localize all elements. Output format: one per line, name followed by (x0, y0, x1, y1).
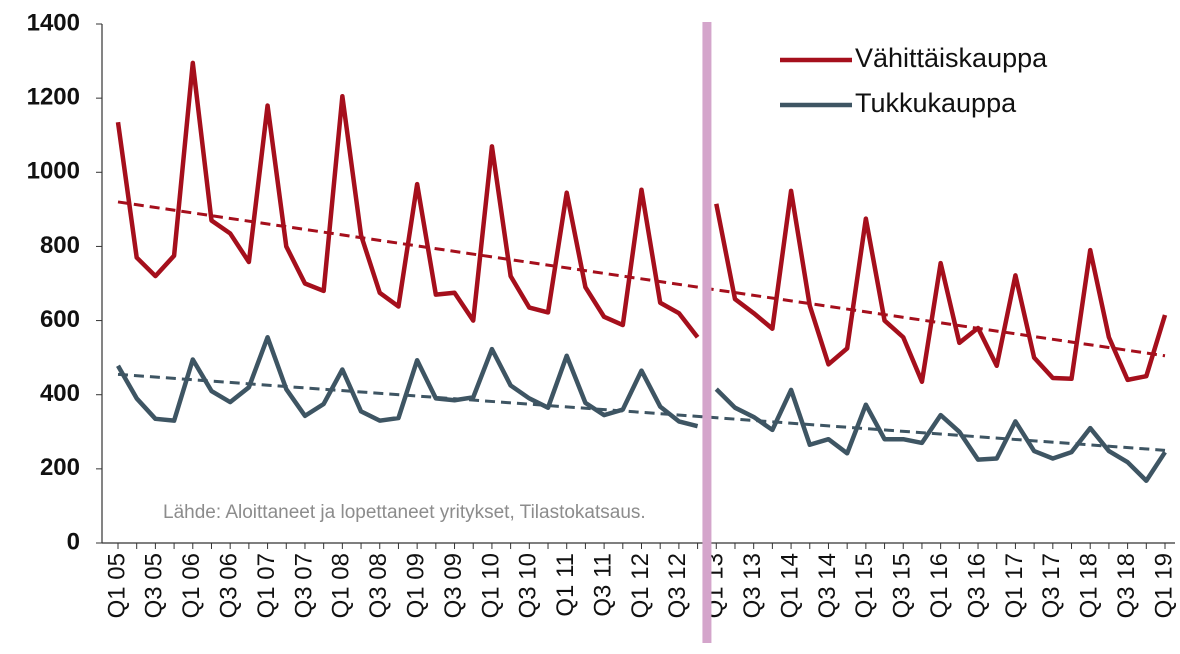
x-tick-label: Q1 10 (477, 553, 504, 618)
x-tick-label: Q1 17 (1001, 553, 1028, 618)
legend-label: Vähittäiskauppa (855, 43, 1048, 73)
y-tick-label: 1000 (27, 158, 80, 185)
x-tick-label: Q1 16 (926, 553, 953, 618)
x-tick-label: Q1 18 (1076, 553, 1103, 618)
x-tick-label: Q1 15 (851, 553, 878, 618)
x-tick-label: Q1 12 (627, 553, 654, 618)
y-tick-label: 600 (40, 306, 80, 333)
series-line (714, 387, 1167, 483)
divider (702, 22, 712, 643)
x-tick-label: Q3 09 (440, 553, 467, 618)
x-tick-label: Q1 08 (328, 553, 355, 618)
x-tick-label: Q3 16 (963, 553, 990, 618)
y-tick-label: 200 (40, 454, 80, 481)
series-line (115, 60, 700, 339)
x-tick-label: Q1 14 (776, 553, 803, 618)
x-tick-label: Q1 06 (178, 553, 205, 618)
source-note: Lähde: Aloittaneet ja lopettaneet yrityk… (163, 502, 646, 523)
x-tick-label: Q3 08 (365, 553, 392, 618)
x-tick-label: Q1 19 (1150, 553, 1177, 618)
y-tick-label: 1400 (27, 9, 80, 36)
trend-line (117, 200, 1166, 358)
x-tick-label: Q3 11 (589, 553, 616, 617)
series-line (116, 335, 699, 429)
x-tick-label: Q1 11 (552, 553, 579, 617)
x-tick-label: Q3 18 (1113, 553, 1140, 618)
x-tick-label: Q1 09 (402, 553, 429, 618)
y-tick-label: 1200 (27, 83, 80, 110)
x-tick-label: Q3 06 (216, 553, 243, 618)
y-tick-label: 0 (67, 528, 80, 555)
x-tick-label: Q3 13 (739, 553, 766, 618)
x-tick-label: Q3 12 (664, 553, 691, 618)
x-tick-label: Q3 17 (1038, 553, 1065, 618)
x-tick-label: Q1 05 (103, 553, 130, 618)
y-tick-label: 800 (40, 232, 80, 259)
x-tick-label: Q3 07 (290, 553, 317, 618)
series-line (714, 188, 1168, 384)
x-tick-label: Q3 05 (141, 553, 168, 618)
legend-label: Tukkukauppa (855, 88, 1017, 118)
x-tick-label: Q3 14 (814, 553, 841, 618)
y-tick-label: 400 (40, 380, 80, 407)
x-tick-label: Q3 15 (889, 553, 916, 618)
x-tick-label: Q1 07 (253, 553, 280, 618)
x-tick-label: Q3 10 (515, 553, 542, 618)
